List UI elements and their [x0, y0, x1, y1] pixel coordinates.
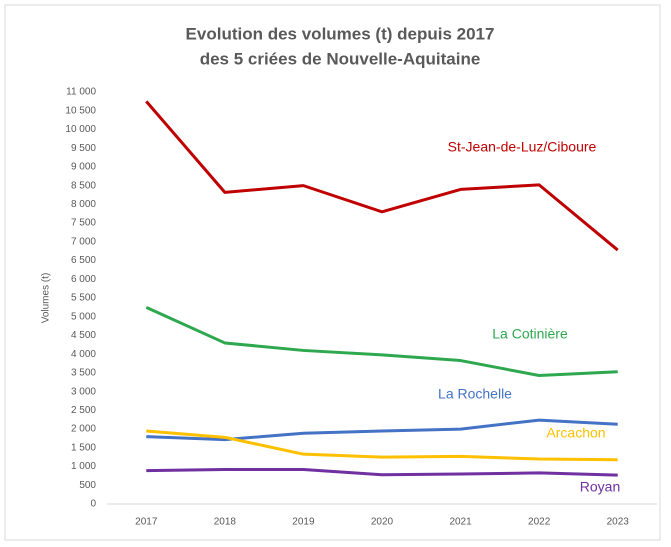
series-label: St-Jean-de-Luz/Ciboure [448, 139, 597, 155]
x-tick-label: 2020 [371, 517, 394, 528]
series-line [146, 468, 618, 477]
y-tick-label: 1 500 [71, 442, 96, 453]
y-tick-label: 4 000 [71, 349, 96, 360]
y-tick-label: 2 000 [71, 424, 96, 435]
y-tick-label: 500 [79, 480, 96, 491]
y-tick-label: 1 000 [71, 461, 96, 472]
y-tick-label: 10 500 [65, 105, 96, 116]
series-line [146, 429, 618, 462]
y-tick-label: 6 500 [71, 255, 96, 266]
y-tick-label: 2 500 [71, 405, 96, 416]
series-label: Arcachon [546, 425, 605, 441]
y-tick-label: 9 500 [71, 143, 96, 154]
x-tick-label: 2017 [135, 517, 158, 528]
x-tick-label: 2023 [607, 517, 630, 528]
y-tick-label: 0 [90, 499, 96, 510]
chart-title: des 5 criées de Nouvelle-Aquitaine [200, 49, 481, 68]
series-line [145, 100, 619, 252]
y-tick-label: 4 500 [71, 330, 96, 341]
y-tick-label: 3 500 [71, 368, 96, 379]
series-line [146, 418, 618, 442]
y-tick-label: 7 500 [71, 218, 96, 229]
x-tick-label: 2021 [449, 517, 472, 528]
y-tick-label: 10 000 [65, 124, 96, 135]
series-line [145, 305, 618, 378]
y-tick-label: 8 000 [71, 199, 96, 210]
y-tick-label: 5 500 [71, 293, 96, 304]
y-tick-label: 5 000 [71, 311, 96, 322]
y-tick-label: 11 000 [66, 87, 96, 98]
y-tick-label: 3 000 [71, 386, 96, 397]
y-tick-label: 9 000 [71, 162, 96, 173]
x-tick-label: 2019 [292, 517, 315, 528]
x-tick-label: 2022 [528, 517, 551, 528]
series-label: La Cotinière [492, 326, 568, 342]
chart-title: Evolution des volumes (t) depuis 2017 [186, 24, 495, 43]
series-label: La Rochelle [438, 386, 512, 402]
y-tick-label: 6 000 [71, 274, 96, 285]
y-tick-label: 8 500 [71, 180, 96, 191]
chart-border [4, 4, 661, 541]
series-label: Royan [580, 479, 620, 495]
y-tick-label: 7 000 [71, 236, 96, 247]
x-tick-label: 2018 [214, 517, 237, 528]
y-axis-label: Volumes (t) [41, 273, 52, 324]
